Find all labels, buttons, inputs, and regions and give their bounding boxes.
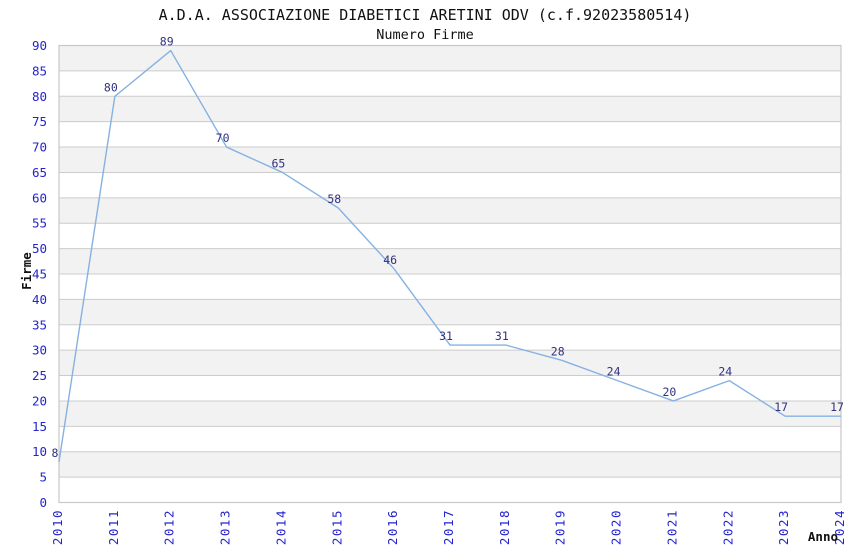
data-point-label: 80 [104, 80, 118, 94]
plot-border [58, 44, 842, 504]
x-tick-label: 2014 [273, 509, 288, 545]
data-point-label: 31 [495, 329, 509, 343]
y-tick-label: 60 [32, 190, 47, 205]
x-tick-label: 2018 [497, 509, 512, 545]
y-tick-label: 65 [32, 165, 47, 180]
y-tick-label: 40 [32, 292, 47, 307]
y-tick-label: 70 [32, 140, 47, 155]
data-point-label: 65 [271, 156, 285, 170]
x-tick-label: 2022 [720, 509, 735, 545]
data-point-label: 70 [216, 131, 230, 145]
x-tick-label: 2010 [50, 509, 65, 545]
y-tick-label: 75 [32, 114, 47, 129]
x-axis-title: Anno [807, 529, 838, 544]
x-tick-label: 2016 [385, 509, 400, 545]
chart-title: A.D.A. ASSOCIAZIONE DIABETICI ARETINI OD… [158, 6, 692, 24]
y-tick-label: 90 [32, 38, 47, 53]
plot-band [59, 451, 841, 478]
y-tick-label: 15 [32, 419, 47, 434]
x-tick-label: 2020 [609, 509, 624, 545]
data-point-label: 58 [327, 192, 341, 206]
data-point-label: 20 [662, 385, 676, 399]
x-tick-label: 2024 [832, 509, 847, 545]
y-tick-label: 20 [32, 393, 47, 408]
plot-band [59, 350, 841, 376]
chart-subtitle: Numero Firme [376, 27, 474, 43]
y-tick-label: 0 [39, 495, 47, 510]
y-tick-label: 55 [32, 216, 47, 231]
x-tick-label: 2013 [218, 509, 233, 545]
y-tick-label: 35 [32, 317, 47, 332]
y-axis-title: Firme [19, 252, 34, 290]
plot-band [59, 299, 841, 325]
plot-band [59, 45, 841, 71]
plot-band [59, 400, 841, 427]
data-point-label: 46 [383, 253, 397, 267]
data-point-label: 24 [607, 365, 621, 379]
data-point-label: 31 [439, 329, 453, 343]
y-tick-label: 5 [39, 470, 47, 485]
x-tick-label: 2023 [776, 509, 791, 545]
x-tick-label: 2021 [664, 509, 679, 545]
plot-band [59, 147, 841, 173]
y-tick-label: 45 [32, 267, 47, 282]
y-tick-label: 30 [32, 343, 47, 358]
data-point-label: 89 [160, 35, 174, 49]
x-tick-label: 2017 [441, 509, 456, 545]
y-tick-label: 25 [32, 368, 47, 383]
plot-band [59, 248, 841, 274]
data-point-label: 8 [52, 446, 59, 460]
x-tick-label: 2012 [162, 509, 177, 545]
plot-band [59, 96, 841, 122]
data-point-label: 17 [830, 400, 844, 414]
y-tick-label: 85 [32, 63, 47, 78]
y-tick-label: 10 [32, 444, 47, 459]
x-tick-label: 2019 [553, 509, 568, 545]
x-tick-label: 2015 [329, 509, 344, 545]
data-point-label: 24 [718, 365, 732, 379]
y-tick-label: 80 [32, 89, 47, 104]
plot-band [59, 197, 841, 224]
x-tick-label: 2011 [106, 509, 121, 545]
data-point-label: 28 [551, 344, 565, 358]
series-line [58, 49, 841, 462]
data-point-label: 17 [774, 400, 788, 414]
y-tick-label: 50 [32, 241, 47, 256]
